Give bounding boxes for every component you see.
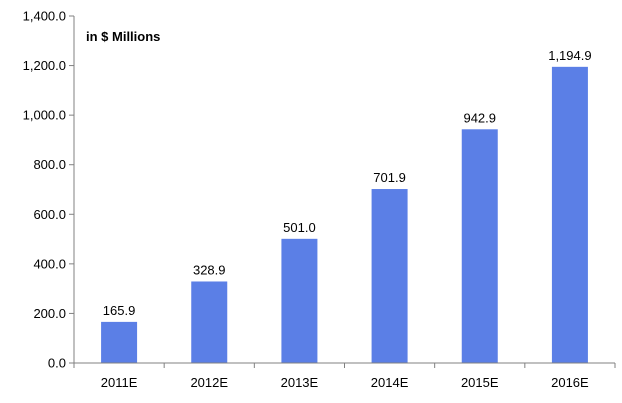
data-label: 1,194.9: [548, 48, 591, 63]
x-axis-labels: 2011E 2012E 2013E 2014E 2015E 2016E: [101, 375, 589, 390]
x-tick-label: 2011E: [101, 375, 138, 390]
x-tick-label: 2015E: [461, 375, 499, 390]
bar-2013e: [281, 238, 318, 363]
x-tick-label: 2016E: [551, 375, 589, 390]
unit-label: in $ Millions: [86, 29, 160, 44]
y-tick-label: 400.0: [33, 256, 66, 271]
y-tick-label: 1,200.0: [23, 58, 66, 73]
bar-2011e: [101, 321, 138, 363]
data-label: 501.0: [283, 220, 316, 235]
y-tick-label: 200.0: [33, 306, 66, 321]
bar-2014e: [371, 189, 408, 363]
y-tick-label: 600.0: [33, 207, 66, 222]
bar-2015e: [461, 129, 498, 363]
data-label: 165.9: [103, 303, 136, 318]
data-label: 701.9: [373, 170, 406, 185]
data-labels: 165.9 328.9 501.0 701.9 942.9 1,194.9: [103, 48, 592, 318]
y-tick-label: 1,400.0: [23, 9, 66, 24]
x-tick-label: 2014E: [371, 375, 409, 390]
y-tick-label: 0.0: [48, 356, 66, 371]
bars: [101, 66, 588, 363]
data-label: 328.9: [193, 262, 226, 277]
data-label: 942.9: [463, 110, 496, 125]
x-tick-label: 2012E: [190, 375, 228, 390]
bar-2012e: [191, 281, 228, 363]
bar-2016e: [551, 66, 588, 363]
y-tick-label: 800.0: [33, 157, 66, 172]
x-tick-label: 2013E: [281, 375, 319, 390]
y-tick-label: 1,000.0: [23, 108, 66, 123]
y-axis-ticks: 0.0 200.0 400.0 600.0 800.0 1,000.0 1,200.0 1,4…: [23, 9, 616, 371]
